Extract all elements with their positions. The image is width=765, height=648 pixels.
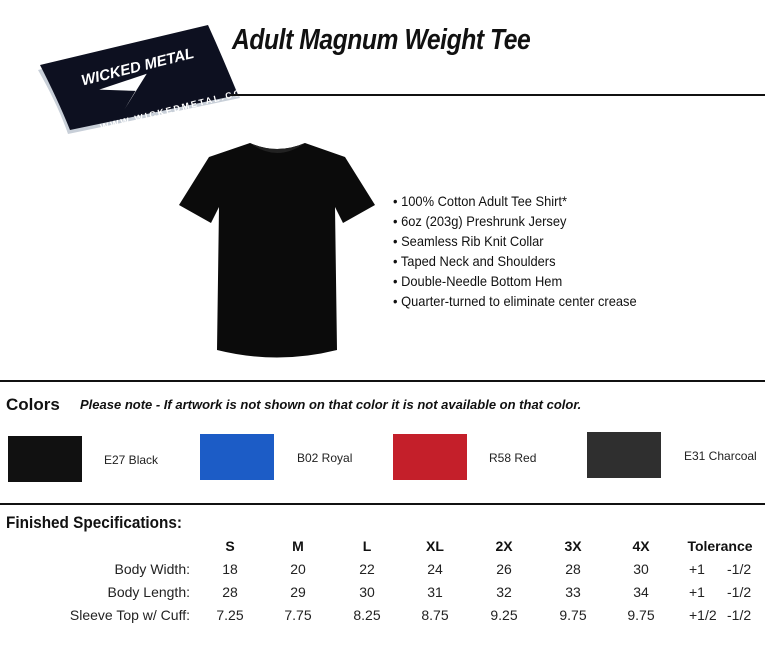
- size-header: XL: [426, 538, 444, 554]
- feature-item: Quarter-turned to eliminate center creas…: [393, 291, 637, 311]
- spec-row-label: Sleeve Top w/ Cuff:: [69, 607, 190, 623]
- swatch-label: R58 Red: [489, 451, 537, 465]
- spec-cell: 24: [427, 561, 443, 577]
- tolerance-header: Tolerance: [687, 538, 753, 554]
- size-header: 4X: [632, 538, 650, 554]
- feature-list: 100% Cotton Adult Tee Shirt* 6oz (203g) …: [393, 191, 637, 311]
- spec-cell: 28: [565, 561, 581, 577]
- swatch-black: [8, 436, 82, 482]
- tolerance-minus: -1/2: [727, 561, 752, 577]
- divider: [0, 380, 765, 382]
- size-header: 2X: [495, 538, 513, 554]
- spec-cell: 30: [359, 584, 375, 600]
- spec-cell: 33: [565, 584, 581, 600]
- feature-item: 6oz (203g) Preshrunk Jersey: [393, 211, 637, 231]
- divider: [230, 94, 765, 96]
- divider: [0, 503, 765, 505]
- spec-cell: 34: [633, 584, 649, 600]
- size-header: L: [362, 538, 372, 554]
- size-header: 3X: [564, 538, 582, 554]
- spec-cell: 8.75: [421, 607, 449, 623]
- spec-cell: 26: [496, 561, 512, 577]
- swatch-label: B02 Royal: [297, 451, 353, 465]
- swatch-charcoal: [587, 432, 661, 478]
- spec-row-label: Body Length:: [107, 584, 190, 600]
- colors-note: Please note - If artwork is not shown on…: [80, 397, 582, 412]
- tolerance-plus: +1: [689, 584, 705, 600]
- spec-cell: 28: [222, 584, 238, 600]
- size-header: S: [225, 538, 235, 554]
- specs-heading: Finished Specifications:: [6, 513, 182, 532]
- spec-cell: 18: [222, 561, 238, 577]
- tolerance-plus: +1: [689, 561, 705, 577]
- spec-cell: 9.25: [490, 607, 518, 623]
- spec-cell: 20: [290, 561, 306, 577]
- spec-cell: 7.75: [284, 607, 312, 623]
- wicked-metal-logo-tag: WICKED METAL WWW.WICKEDMETAL.COM: [38, 25, 242, 134]
- spec-cell: 9.75: [559, 607, 587, 623]
- feature-item: Taped Neck and Shoulders: [393, 251, 637, 271]
- spec-cell: 32: [496, 584, 512, 600]
- spec-row-label: Body Width:: [114, 561, 190, 577]
- spec-cell: 22: [359, 561, 375, 577]
- spec-cell: 31: [427, 584, 443, 600]
- feature-item: Seamless Rib Knit Collar: [393, 231, 637, 251]
- page-title: Adult Magnum Weight Tee: [232, 24, 531, 56]
- spec-cell: 9.75: [627, 607, 655, 623]
- swatch-red: [393, 434, 467, 480]
- swatch-label: E31 Charcoal: [684, 449, 757, 463]
- spec-cell: 8.25: [353, 607, 381, 623]
- tolerance-plus: +1/2: [689, 607, 717, 623]
- spec-cell: 30: [633, 561, 649, 577]
- tolerance-minus: -1/2: [727, 584, 752, 600]
- tolerance-minus: -1/2: [727, 607, 752, 623]
- colors-heading: Colors: [6, 395, 60, 414]
- spec-cell: 29: [290, 584, 306, 600]
- swatch-label: E27 Black: [104, 453, 159, 467]
- size-header: M: [292, 538, 304, 554]
- feature-item: Double-Needle Bottom Hem: [393, 271, 637, 291]
- black-tshirt-image: [179, 143, 375, 358]
- swatch-royal: [200, 434, 274, 480]
- feature-item: 100% Cotton Adult Tee Shirt*: [393, 191, 637, 211]
- spec-cell: 7.25: [216, 607, 244, 623]
